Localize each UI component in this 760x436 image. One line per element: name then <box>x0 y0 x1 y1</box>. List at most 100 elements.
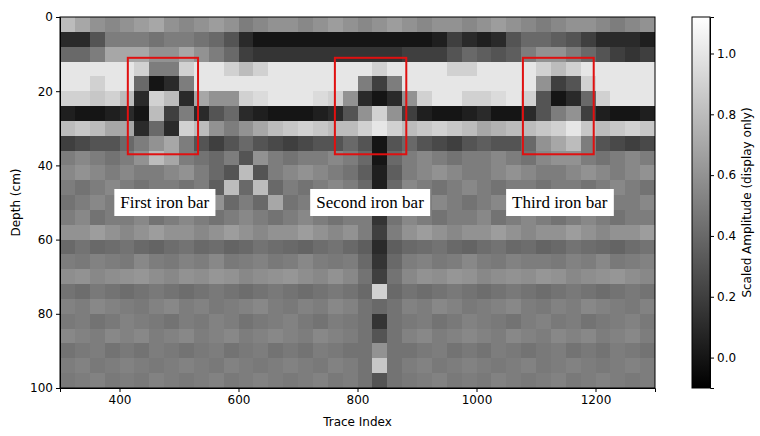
heatmap-cell <box>566 225 581 240</box>
heatmap-cell <box>358 151 373 166</box>
heatmap-cell <box>491 195 506 210</box>
heatmap-cell <box>209 47 224 62</box>
heatmap-cell <box>105 32 120 47</box>
heatmap-cell <box>209 299 224 314</box>
heatmap-cell <box>610 91 625 106</box>
heatmap-cell <box>343 32 358 47</box>
heatmap-cell <box>432 240 447 255</box>
heatmap-cell <box>343 343 358 358</box>
heatmap-cell <box>268 240 283 255</box>
heatmap-cell <box>179 299 194 314</box>
heatmap-cell <box>134 358 149 373</box>
heatmap-cell <box>566 269 581 284</box>
heatmap-cell <box>75 329 90 344</box>
heatmap-cell <box>640 240 655 255</box>
heatmap-cell <box>283 62 298 77</box>
heatmap-cell <box>477 180 492 195</box>
heatmap-cell <box>417 76 432 91</box>
heatmap-cell <box>477 254 492 269</box>
heatmap-cell <box>90 47 105 62</box>
heatmap-cell <box>581 299 596 314</box>
heatmap-cell <box>491 91 506 106</box>
heatmap-cell <box>417 343 432 358</box>
heatmap-cell <box>268 269 283 284</box>
heatmap-cell <box>477 314 492 329</box>
heatmap-cell <box>566 299 581 314</box>
heatmap-cell <box>60 47 75 62</box>
heatmap-cell <box>447 32 462 47</box>
heatmap-cell <box>283 225 298 240</box>
heatmap-cell <box>372 299 387 314</box>
heatmap-cell <box>209 284 224 299</box>
heatmap-cell <box>328 240 343 255</box>
heatmap-cell <box>551 165 566 180</box>
heatmap-cell <box>283 373 298 388</box>
heatmap-cell <box>596 136 611 151</box>
heatmap-cell <box>253 121 268 136</box>
heatmap-cell <box>298 225 313 240</box>
heatmap-cell <box>268 106 283 121</box>
heatmap-cell <box>417 358 432 373</box>
heatmap-cell <box>551 299 566 314</box>
heatmap-cell <box>596 165 611 180</box>
heatmap-cell <box>372 17 387 32</box>
heatmap-cell <box>432 299 447 314</box>
heatmap-cell <box>164 136 179 151</box>
heatmap-cell <box>581 240 596 255</box>
heatmap-cell <box>194 47 209 62</box>
heatmap-cell <box>447 165 462 180</box>
heatmap-cell <box>60 136 75 151</box>
heatmap-cell <box>343 269 358 284</box>
heatmap-cell <box>417 62 432 77</box>
heatmap-cell <box>239 62 254 77</box>
heatmap-cell <box>90 62 105 77</box>
heatmap-cell <box>491 62 506 77</box>
heatmap-cell <box>402 225 417 240</box>
heatmap-cell <box>625 240 640 255</box>
heatmap-cell <box>640 47 655 62</box>
heatmap-cell <box>253 329 268 344</box>
heatmap-cell <box>149 284 164 299</box>
heatmap-cell <box>120 284 135 299</box>
heatmap-cell <box>402 373 417 388</box>
heatmap-cell <box>268 284 283 299</box>
x-tick-mark <box>477 388 478 392</box>
heatmap-cell <box>432 373 447 388</box>
heatmap-cell <box>566 373 581 388</box>
heatmap-cell <box>60 329 75 344</box>
heatmap-cell <box>581 343 596 358</box>
heatmap-cell <box>581 269 596 284</box>
heatmap-cell <box>224 180 239 195</box>
heatmap-cell <box>239 180 254 195</box>
heatmap-cell <box>402 165 417 180</box>
heatmap-cell <box>313 106 328 121</box>
colorbar-tick-mark <box>710 358 714 359</box>
heatmap-cell <box>328 32 343 47</box>
heatmap-cell <box>491 240 506 255</box>
heatmap-cell <box>283 76 298 91</box>
heatmap-cell <box>149 121 164 136</box>
heatmap-cell <box>358 106 373 121</box>
heatmap-cell <box>60 314 75 329</box>
heatmap-cell <box>164 329 179 344</box>
heatmap-cell <box>372 225 387 240</box>
heatmap-cell <box>239 240 254 255</box>
heatmap-cell <box>313 136 328 151</box>
heatmap-cell <box>506 314 521 329</box>
heatmap-cell <box>283 32 298 47</box>
x-tick-label: 600 <box>228 393 251 407</box>
heatmap-cell <box>105 17 120 32</box>
heatmap-cell <box>640 254 655 269</box>
heatmap-cell <box>462 225 477 240</box>
heatmap-cell <box>164 314 179 329</box>
heatmap-cell <box>120 17 135 32</box>
heatmap-cell <box>164 269 179 284</box>
heatmap-cell <box>521 358 536 373</box>
heatmap-cell <box>253 17 268 32</box>
heatmap-cell <box>283 240 298 255</box>
heatmap-cell <box>610 136 625 151</box>
heatmap-cell <box>536 121 551 136</box>
heatmap-cell <box>253 151 268 166</box>
heatmap-cell <box>194 225 209 240</box>
heatmap-cell <box>491 76 506 91</box>
